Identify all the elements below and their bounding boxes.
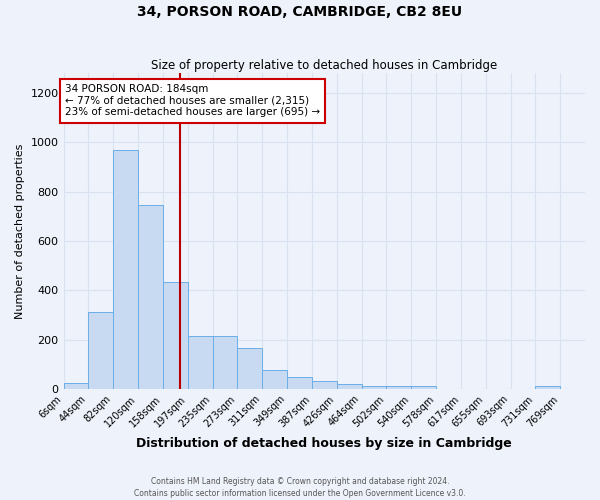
Bar: [312, 381, 337, 389]
Bar: [64, 382, 88, 389]
Bar: [362, 386, 386, 389]
Bar: [188, 336, 212, 389]
Bar: [88, 312, 113, 389]
Bar: [287, 377, 312, 389]
Bar: [138, 205, 163, 389]
Bar: [337, 384, 362, 389]
Y-axis label: Number of detached properties: Number of detached properties: [15, 144, 25, 318]
Text: Contains HM Land Registry data © Crown copyright and database right 2024.
Contai: Contains HM Land Registry data © Crown c…: [134, 476, 466, 498]
Bar: [212, 336, 238, 389]
Title: Size of property relative to detached houses in Cambridge: Size of property relative to detached ho…: [151, 59, 497, 72]
Bar: [386, 386, 411, 389]
Bar: [238, 348, 262, 389]
Bar: [411, 386, 436, 389]
Bar: [113, 150, 138, 389]
Bar: [535, 386, 560, 389]
Text: 34, PORSON ROAD, CAMBRIDGE, CB2 8EU: 34, PORSON ROAD, CAMBRIDGE, CB2 8EU: [137, 5, 463, 19]
X-axis label: Distribution of detached houses by size in Cambridge: Distribution of detached houses by size …: [136, 437, 512, 450]
Bar: [262, 370, 287, 389]
Bar: [163, 282, 188, 389]
Text: 34 PORSON ROAD: 184sqm
← 77% of detached houses are smaller (2,315)
23% of semi-: 34 PORSON ROAD: 184sqm ← 77% of detached…: [65, 84, 320, 117]
